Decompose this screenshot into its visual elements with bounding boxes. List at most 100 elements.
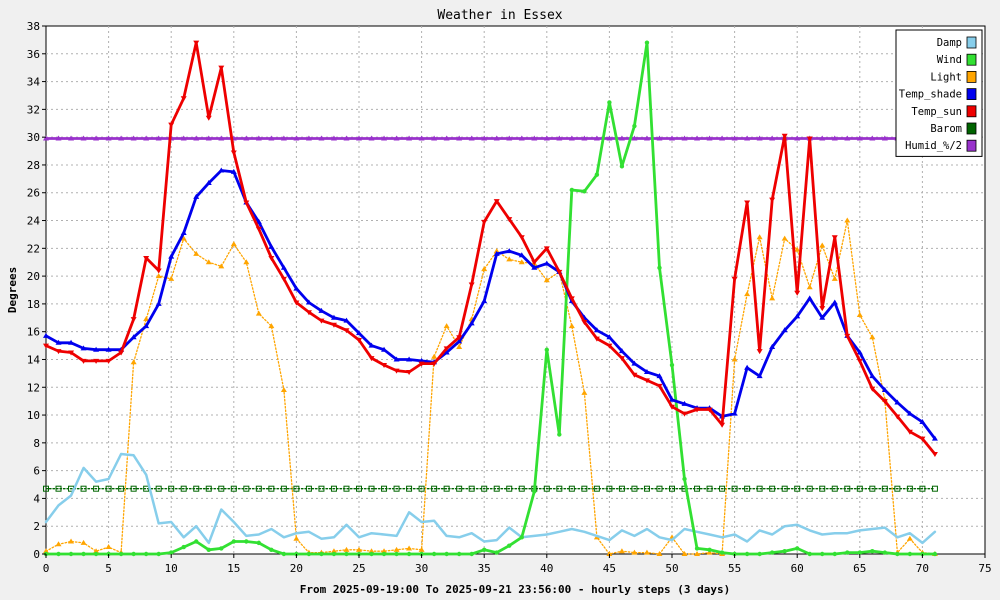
- data-point: [356, 338, 362, 344]
- data-point: [481, 219, 488, 225]
- data-point: [406, 369, 413, 375]
- data-point: [832, 551, 837, 557]
- data-point: [544, 347, 549, 352]
- data-point: [581, 485, 588, 492]
- data-point: [318, 318, 325, 324]
- data-point: [230, 241, 237, 247]
- data-point: [731, 410, 738, 416]
- data-point: [806, 485, 813, 492]
- data-point: [794, 246, 801, 252]
- data-point: [806, 136, 813, 142]
- data-point: [205, 135, 212, 141]
- data-point: [744, 551, 750, 557]
- data-point: [806, 295, 813, 301]
- data-point: [756, 135, 763, 141]
- data-point: [268, 256, 275, 262]
- x-tick-label: 25: [352, 562, 365, 575]
- data-point: [706, 485, 713, 492]
- data-point: [781, 133, 788, 139]
- data-point: [518, 485, 525, 492]
- legend-label: Humid_%/2: [905, 140, 962, 152]
- x-tick-label: 10: [165, 562, 178, 575]
- legend-swatch: [966, 71, 977, 83]
- data-point: [744, 485, 751, 492]
- data-point: [518, 252, 525, 258]
- series-line: [44, 169, 937, 441]
- data-point: [907, 551, 913, 557]
- data-point: [230, 485, 237, 492]
- data-point: [756, 373, 763, 379]
- data-point: [168, 122, 175, 128]
- data-point: [870, 549, 875, 554]
- data-point: [381, 135, 388, 141]
- data-point: [93, 485, 100, 492]
- data-point: [143, 316, 150, 322]
- data-point: [193, 135, 200, 141]
- data-point: [418, 357, 425, 363]
- data-point: [205, 485, 212, 492]
- data-point: [330, 135, 337, 141]
- data-point: [493, 485, 500, 492]
- data-point: [719, 135, 726, 141]
- data-point: [493, 250, 500, 256]
- data-point: [443, 346, 450, 352]
- legend-label: Barom: [930, 123, 962, 135]
- data-point: [568, 296, 575, 302]
- y-tick-label: 2: [33, 520, 40, 533]
- data-point: [731, 356, 738, 362]
- data-point: [169, 550, 174, 555]
- data-point: [330, 548, 337, 554]
- y-tick-label: 16: [27, 326, 40, 339]
- data-point: [305, 299, 312, 305]
- data-point: [856, 485, 863, 492]
- data-point: [694, 551, 701, 556]
- data-point: [607, 100, 612, 105]
- x-tick-label: 45: [603, 562, 616, 575]
- data-point: [406, 135, 413, 141]
- data-point: [369, 551, 374, 557]
- data-point: [869, 373, 876, 379]
- data-point: [844, 135, 851, 141]
- legend-label: Temp_shade: [899, 89, 962, 101]
- data-point: [543, 246, 550, 252]
- data-point: [707, 547, 712, 553]
- data-point: [795, 546, 800, 551]
- y-tick-label: 20: [27, 270, 40, 283]
- data-point: [820, 551, 825, 557]
- y-tick-label: 0: [33, 548, 40, 561]
- data-point: [807, 551, 812, 557]
- data-point: [155, 485, 162, 492]
- data-point: [606, 334, 613, 340]
- data-point: [431, 361, 438, 367]
- data-point: [193, 250, 200, 256]
- data-point: [468, 135, 475, 141]
- data-point: [381, 548, 388, 554]
- data-point: [845, 550, 850, 555]
- data-point: [193, 40, 200, 46]
- data-point: [731, 276, 738, 282]
- data-point: [105, 544, 112, 550]
- data-point: [844, 217, 851, 223]
- data-point: [919, 485, 926, 492]
- data-point: [431, 135, 438, 141]
- data-point: [393, 135, 400, 141]
- data-point: [43, 343, 49, 349]
- data-point: [130, 359, 137, 365]
- data-point: [506, 135, 513, 141]
- data-point: [719, 422, 726, 428]
- data-point: [406, 356, 413, 362]
- data-point: [118, 350, 125, 356]
- data-point: [368, 485, 375, 492]
- data-point: [582, 189, 587, 194]
- data-point: [744, 291, 751, 297]
- y-tick-label: 4: [33, 492, 40, 505]
- data-point: [255, 226, 262, 232]
- data-point: [80, 345, 87, 351]
- data-point: [80, 135, 87, 141]
- data-point: [506, 248, 513, 254]
- data-point: [444, 551, 449, 557]
- data-point: [319, 551, 324, 557]
- data-point: [569, 187, 575, 193]
- data-point: [281, 551, 287, 557]
- data-point: [557, 432, 562, 437]
